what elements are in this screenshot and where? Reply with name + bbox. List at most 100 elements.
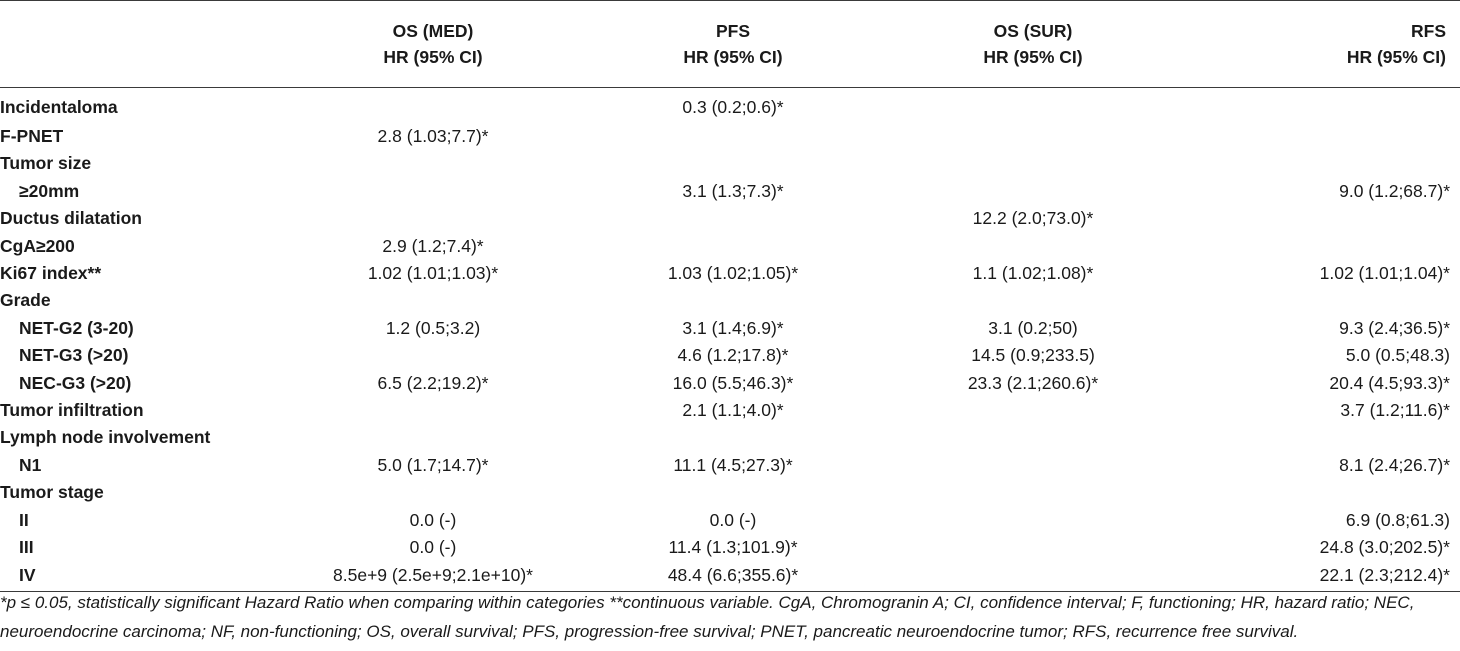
cell-os-med: 1.2 (0.5;3.2) xyxy=(385,317,481,338)
cell-os-sur xyxy=(890,397,1190,424)
cell-os-med xyxy=(290,205,590,232)
table-row: F-PNET 2.8 (1.03;7.7)* xyxy=(0,123,1460,150)
row-label: F-PNET xyxy=(0,126,64,146)
header-stub xyxy=(0,0,290,88)
row-label: ≥20mm xyxy=(19,180,80,201)
row-label: NET-G2 (3-20) xyxy=(19,317,134,338)
cell-rfs xyxy=(1190,424,1460,451)
cell-rfs: 8.1 (2.4;26.7)* xyxy=(1339,454,1450,475)
cell-rfs xyxy=(1190,479,1460,506)
row-label: CgA≥200 xyxy=(0,235,75,256)
cell-os-sur xyxy=(890,150,1190,177)
cell-os-med xyxy=(290,424,590,451)
table-row: Incidentaloma 0.3 (0.2;0.6)* xyxy=(0,88,1460,124)
header-rfs: RFS HR (95% CI) xyxy=(1190,0,1460,88)
cell-os-med: 1.02 (1.01;1.03)* xyxy=(367,263,499,284)
cell-rfs: 9.3 (2.4;36.5)* xyxy=(1339,317,1450,338)
cell-rfs xyxy=(1190,88,1460,124)
cell-rfs: 24.8 (3.0;202.5)* xyxy=(1319,537,1450,558)
header-pfs-subtitle: HR (95% CI) xyxy=(683,47,783,67)
cell-pfs xyxy=(590,150,890,177)
table-row: Tumor infiltration 2.1 (1.1;4.0)* 3.7 (1… xyxy=(0,397,1460,424)
cell-os-med xyxy=(290,150,590,177)
row-label: Tumor stage xyxy=(0,482,104,503)
table-row: Grade xyxy=(0,287,1460,314)
row-label: Incidentaloma xyxy=(0,96,118,117)
table-row: ≥20mm 3.1 (1.3;7.3)* 9.0 (1.2;68.7)* xyxy=(0,178,1460,205)
cell-os-sur: 23.3 (2.1;260.6)* xyxy=(967,372,1099,393)
row-label: NET-G3 (>20) xyxy=(19,345,129,366)
cell-os-sur: 3.1 (0.2;50) xyxy=(988,317,1078,338)
cell-os-sur: 12.2 (2.0;73.0)* xyxy=(972,208,1094,229)
cell-os-med: 2.8 (1.03;7.7)* xyxy=(377,126,489,146)
cell-rfs: 6.9 (0.8;61.3) xyxy=(1345,509,1450,530)
cell-os-sur xyxy=(890,479,1190,506)
table-footnote: *p ≤ 0.05, statistically significant Haz… xyxy=(0,593,1415,641)
header-pfs: PFS HR (95% CI) xyxy=(590,0,890,88)
cell-os-med: 0.0 (-) xyxy=(409,537,457,558)
cell-rfs: 20.4 (4.5;93.3)* xyxy=(1329,372,1450,393)
cell-pfs: 0.0 (-) xyxy=(709,509,757,530)
row-label: Ductus dilatation xyxy=(0,208,142,229)
cell-os-med xyxy=(290,397,590,424)
cell-rfs xyxy=(1190,205,1460,232)
cell-pfs xyxy=(590,287,890,314)
row-label: Grade xyxy=(0,290,51,311)
cell-pfs xyxy=(590,424,890,451)
cell-rfs: 22.1 (2.3;212.4)* xyxy=(1190,561,1460,592)
cell-os-sur: 14.5 (0.9;233.5) xyxy=(971,345,1095,366)
cell-os-med: 5.0 (1.7;14.7)* xyxy=(377,454,489,475)
cell-os-med xyxy=(290,342,590,369)
cell-rfs xyxy=(1190,123,1460,150)
cell-os-sur xyxy=(890,178,1190,205)
cell-pfs: 16.0 (5.5;46.3)* xyxy=(672,372,794,393)
header-os-sur-subtitle: HR (95% CI) xyxy=(983,47,1083,67)
cell-os-med: 2.9 (1.2;7.4)* xyxy=(382,235,484,256)
table-row: CgA≥200 2.9 (1.2;7.4)* xyxy=(0,233,1460,260)
table-row: III 0.0 (-) 11.4 (1.3;101.9)* 24.8 (3.0;… xyxy=(0,534,1460,561)
table-row: Tumor stage xyxy=(0,479,1460,506)
cell-os-sur xyxy=(890,424,1190,451)
table-row: NET-G2 (3-20) 1.2 (0.5;3.2) 3.1 (1.4;6.9… xyxy=(0,315,1460,342)
header-os-med-title: OS (MED) xyxy=(392,21,474,41)
cell-os-med xyxy=(290,479,590,506)
hazard-ratio-table: OS (MED) HR (95% CI) PFS HR (95% CI) OS … xyxy=(0,0,1460,592)
table-row: Tumor size xyxy=(0,150,1460,177)
header-rfs-title: RFS xyxy=(1411,21,1446,41)
header-os-sur-title: OS (SUR) xyxy=(993,21,1073,41)
table-row: Ki67 index** 1.02 (1.01;1.03)* 1.03 (1.0… xyxy=(0,260,1460,287)
row-label: NEC-G3 (>20) xyxy=(19,372,132,393)
row-label: Tumor size xyxy=(0,153,92,174)
cell-rfs: 9.0 (1.2;68.7)* xyxy=(1339,180,1450,201)
cell-pfs xyxy=(590,123,890,150)
cell-os-sur xyxy=(890,287,1190,314)
header-os-med: OS (MED) HR (95% CI) xyxy=(290,0,590,88)
row-label: Ki67 index** xyxy=(0,263,102,284)
cell-os-med xyxy=(290,88,590,124)
cell-os-med xyxy=(290,178,590,205)
header-pfs-title: PFS xyxy=(715,21,751,41)
cell-os-sur xyxy=(890,88,1190,124)
cell-pfs xyxy=(590,233,890,260)
table-row: N1 5.0 (1.7;14.7)* 11.1 (4.5;27.3)* 8.1 … xyxy=(0,452,1460,479)
cell-pfs: 11.4 (1.3;101.9)* xyxy=(668,537,798,558)
cell-rfs xyxy=(1190,150,1460,177)
cell-pfs: 2.1 (1.1;4.0)* xyxy=(682,400,784,421)
row-label: IV xyxy=(0,561,290,592)
cell-os-med: 8.5e+9 (2.5e+9;2.1e+10)* xyxy=(290,561,590,592)
table-row: Ductus dilatation 12.2 (2.0;73.0)* xyxy=(0,205,1460,232)
cell-os-med: 6.5 (2.2;19.2)* xyxy=(377,372,489,393)
header-rfs-subtitle: HR (95% CI) xyxy=(1346,47,1446,67)
cell-pfs: 11.1 (4.5;27.3)* xyxy=(673,454,793,475)
cell-os-med xyxy=(290,287,590,314)
row-label: N1 xyxy=(19,454,42,475)
cell-rfs xyxy=(1190,287,1460,314)
cell-rfs: 5.0 (0.5;48.3) xyxy=(1345,345,1450,366)
cell-os-sur: 1.1 (1.02;1.08)* xyxy=(972,263,1094,284)
cell-os-sur xyxy=(890,561,1190,592)
cell-pfs: 1.03 (1.02;1.05)* xyxy=(667,263,799,284)
cell-pfs: 0.3 (0.2;0.6)* xyxy=(682,96,784,117)
table-row: IV 8.5e+9 (2.5e+9;2.1e+10)* 48.4 (6.6;35… xyxy=(0,561,1460,592)
cell-pfs xyxy=(590,479,890,506)
